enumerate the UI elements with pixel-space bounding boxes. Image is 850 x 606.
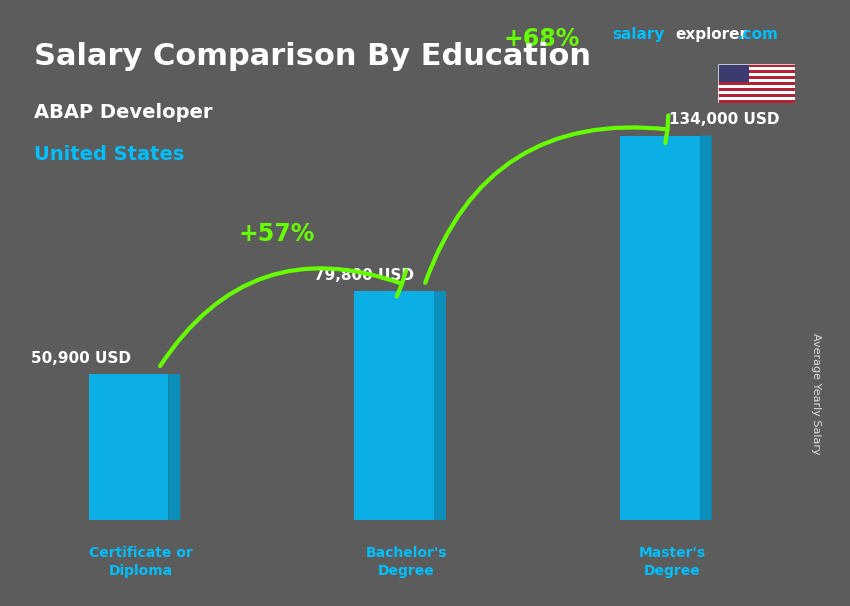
Bar [718,97,795,100]
Polygon shape [700,136,711,520]
Text: Average Yearly Salary: Average Yearly Salary [811,333,821,454]
Text: salary: salary [612,27,665,42]
Polygon shape [354,291,434,520]
Polygon shape [434,291,446,520]
Text: Master's
Degree: Master's Degree [638,546,706,579]
Polygon shape [620,136,700,520]
Bar [718,94,795,97]
Text: ABAP Developer: ABAP Developer [34,103,212,122]
Bar [718,70,795,73]
Text: .com: .com [738,27,779,42]
Text: 134,000 USD: 134,000 USD [669,112,779,127]
Bar [718,73,795,76]
Polygon shape [168,374,180,520]
Text: Bachelor's
Degree: Bachelor's Degree [366,546,447,579]
Bar [718,85,795,88]
Bar [718,64,749,82]
Text: 79,800 USD: 79,800 USD [314,268,415,282]
Text: Salary Comparison By Education: Salary Comparison By Education [34,42,591,72]
Text: United States: United States [34,145,184,164]
Polygon shape [88,374,168,520]
Text: 50,900 USD: 50,900 USD [31,350,131,365]
Bar [718,76,795,79]
Bar [718,67,795,70]
Bar [718,91,795,94]
Bar [718,82,795,85]
Bar [718,88,795,91]
Bar [718,64,795,67]
Bar [718,100,795,103]
Text: explorer: explorer [676,27,748,42]
Bar [718,79,795,82]
Text: Certificate or
Diploma: Certificate or Diploma [89,546,193,579]
Text: +68%: +68% [504,27,581,52]
Text: +57%: +57% [238,222,314,246]
